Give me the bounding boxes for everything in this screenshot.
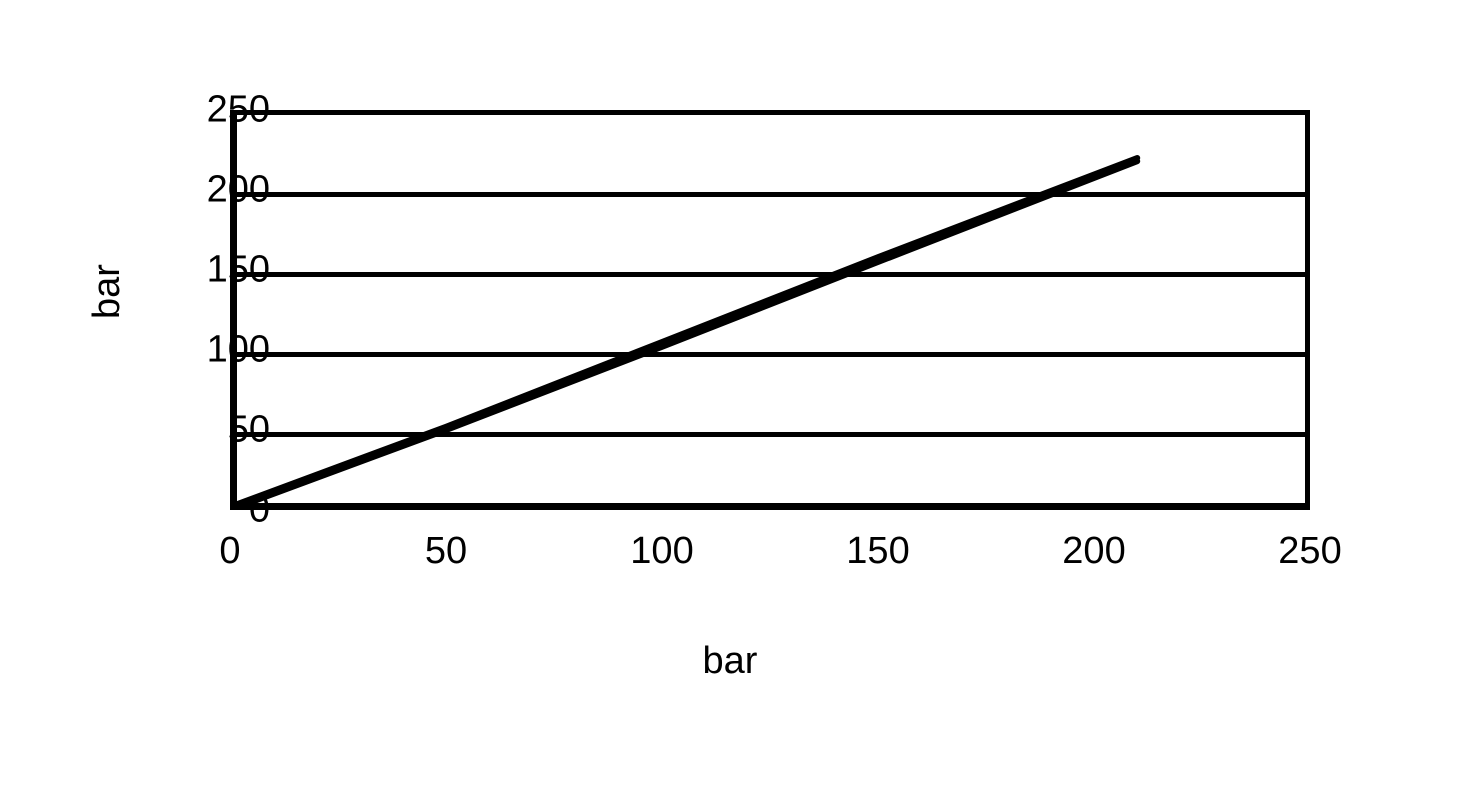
chart-container: bar 250 200 150 100 50 0 0 50 100 150 20… bbox=[90, 90, 1370, 690]
x-axis-label: bar bbox=[703, 640, 758, 683]
x-tick-label-4: 200 bbox=[1062, 530, 1125, 573]
gridline-150 bbox=[237, 272, 1305, 277]
x-tick-label-0: 0 bbox=[219, 530, 240, 573]
x-tick-label-1: 50 bbox=[425, 530, 467, 573]
x-tick-label-3: 150 bbox=[846, 530, 909, 573]
y-axis-label: bar bbox=[86, 264, 129, 319]
gridline-50 bbox=[237, 432, 1305, 437]
x-tick-label-2: 100 bbox=[630, 530, 693, 573]
gridline-100 bbox=[237, 352, 1305, 357]
gridline-200 bbox=[237, 192, 1305, 197]
x-tick-label-5: 250 bbox=[1278, 530, 1341, 573]
plot-area bbox=[230, 110, 1310, 510]
